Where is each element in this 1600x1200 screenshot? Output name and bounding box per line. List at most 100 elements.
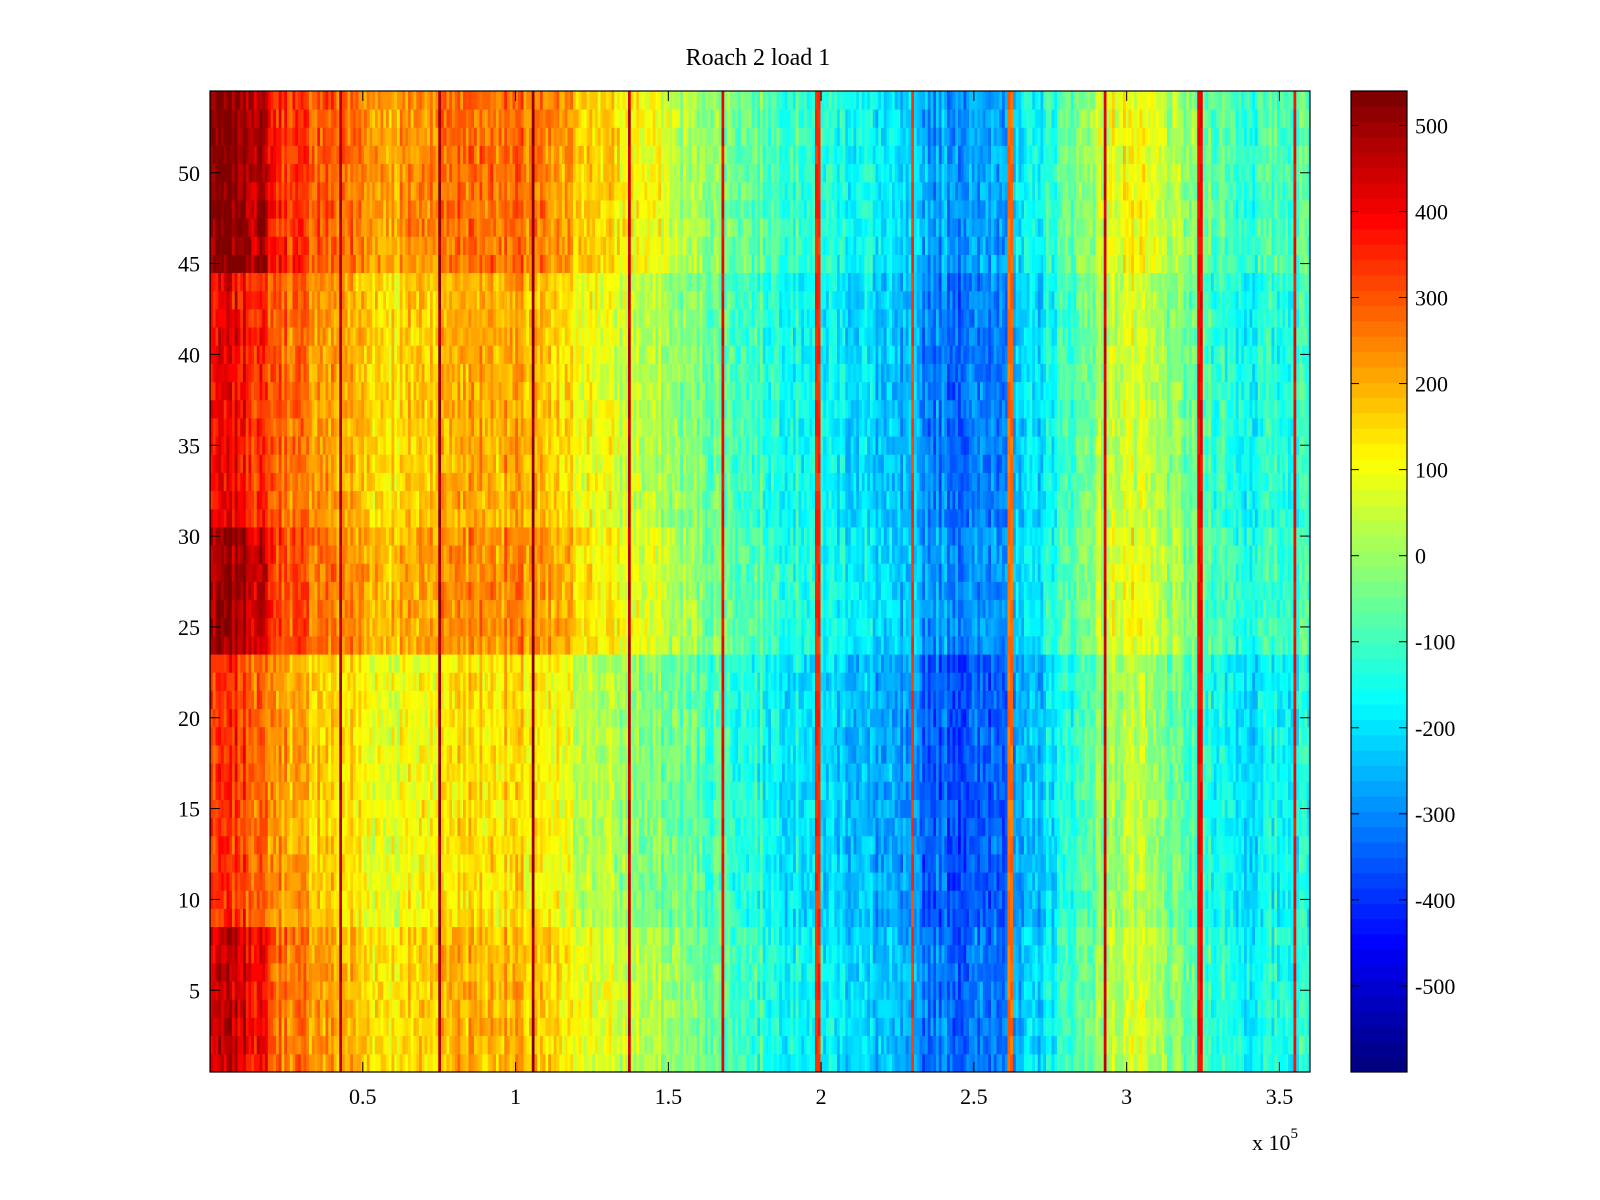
heatmap-cell [1128, 1035, 1132, 1055]
heatmap-cell [1230, 981, 1234, 1000]
heatmap-cell [1147, 872, 1151, 891]
heatmap-cell [889, 854, 893, 873]
heatmap-cell [963, 872, 967, 891]
heatmap-cell [562, 926, 566, 946]
heatmap-cell [831, 908, 835, 928]
heatmap-cell [864, 1053, 868, 1073]
heatmap-cell [509, 1017, 513, 1037]
heatmap-cell [941, 981, 945, 1000]
heatmap-cell [1266, 963, 1270, 982]
heatmap-cell [619, 1053, 623, 1073]
heatmap-cell [809, 944, 813, 964]
heatmap-cell [1002, 1017, 1006, 1037]
heatmap-cell [908, 944, 912, 964]
heatmap-cell [581, 854, 585, 873]
heatmap-cell [914, 854, 918, 873]
heatmap-cell [432, 963, 436, 982]
heatmap-cell [556, 1035, 560, 1055]
heatmap-cell [427, 908, 431, 928]
heatmap-cell [322, 908, 326, 928]
heatmap-cell [875, 872, 879, 891]
heatmap-cell [633, 1017, 637, 1037]
heatmap-cell [801, 1017, 805, 1037]
heatmap-cell [342, 1053, 346, 1073]
heatmap-cell [850, 963, 854, 982]
heatmap-cell [1076, 854, 1080, 873]
heatmap-cell [837, 981, 841, 1000]
heatmap-cell [831, 1035, 835, 1055]
heatmap-cell [999, 908, 1003, 928]
heatmap-cell [716, 944, 720, 964]
heatmap-cell [696, 999, 700, 1018]
heatmap-cell [773, 926, 777, 946]
heatmap-cell [575, 999, 579, 1018]
heatmap-cell [1084, 872, 1088, 891]
heatmap-cell [1065, 963, 1069, 982]
heatmap-cell [1271, 981, 1275, 1000]
heatmap-cell [639, 944, 643, 964]
heatmap-cell [740, 1053, 744, 1073]
heatmap-cell [889, 872, 893, 891]
heatmap-cell [482, 944, 486, 964]
heatmap-cell [600, 890, 604, 909]
heatmap-cell [1246, 963, 1250, 982]
heatmap-cell [267, 1017, 271, 1037]
heatmap-cell [298, 981, 302, 1000]
heatmap-cell [1219, 1017, 1223, 1037]
heatmap-cell [669, 926, 673, 946]
heatmap-cell [504, 872, 508, 891]
heatmap-cell [724, 999, 728, 1018]
heatmap-cell [963, 963, 967, 982]
heatmap-cell [1186, 963, 1190, 982]
heatmap-cell [449, 835, 453, 855]
heatmap-cell [432, 908, 436, 928]
heatmap-cell [276, 926, 280, 946]
heatmap-cell [1288, 981, 1292, 1000]
heatmap-cell [314, 1017, 318, 1037]
heatmap-cell [1178, 908, 1182, 928]
heatmap-cell [573, 835, 577, 855]
heatmap-cell [375, 944, 379, 964]
heatmap-cell [966, 944, 970, 964]
heatmap-cell [1004, 1035, 1008, 1055]
heatmap-cell [784, 963, 788, 982]
heatmap-cell [443, 963, 447, 982]
heatmap-cell [226, 1017, 230, 1037]
heatmap-cell [391, 1053, 395, 1073]
heatmap-cell [1296, 890, 1300, 909]
heatmap-cell [361, 1017, 365, 1037]
heatmap-cell [1249, 908, 1253, 928]
heatmap-cell [556, 944, 560, 964]
heatmap-cell [930, 999, 934, 1018]
heatmap-cell [1092, 854, 1096, 873]
heatmap-cell [914, 890, 918, 909]
heatmap-cell [760, 1053, 764, 1073]
heatmap-cell [685, 981, 689, 1000]
heatmap-cell [452, 1053, 456, 1073]
heatmap-cell [1293, 926, 1297, 946]
heatmap-cell [999, 999, 1003, 1018]
heatmap-cell [457, 999, 461, 1018]
heatmap-cell [342, 999, 346, 1018]
heatmap-cell [677, 872, 681, 891]
heatmap-cell [1178, 1017, 1182, 1037]
heatmap-cell [630, 1017, 634, 1037]
heatmap-cell [212, 999, 216, 1018]
heatmap-cell [1013, 908, 1017, 928]
heatmap-cell [916, 890, 920, 909]
heatmap-cell [1167, 890, 1171, 909]
heatmap-cell [383, 1035, 387, 1055]
heatmap-cell [1026, 944, 1030, 964]
heatmap-cell [468, 1035, 472, 1055]
heatmap-cell [1299, 908, 1303, 928]
heatmap-cell [485, 854, 489, 873]
heatmap-cell [485, 890, 489, 909]
heatmap-cell [1230, 872, 1234, 891]
heatmap-cell [1301, 963, 1305, 982]
heatmap-cell [966, 908, 970, 928]
heatmap-cell [768, 926, 772, 946]
heatmap-cell [762, 908, 766, 928]
heatmap-cell [281, 835, 285, 855]
heatmap-cell [435, 963, 439, 982]
heatmap-cell [633, 926, 637, 946]
